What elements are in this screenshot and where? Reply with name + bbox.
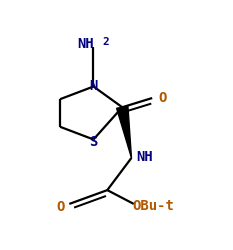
Text: N: N <box>89 79 98 93</box>
Text: NH: NH <box>136 149 153 163</box>
Text: NH: NH <box>77 36 94 51</box>
Text: OBu-t: OBu-t <box>132 198 174 212</box>
Polygon shape <box>116 107 131 158</box>
Text: 2: 2 <box>103 37 110 47</box>
Text: S: S <box>89 134 98 148</box>
Text: O: O <box>56 200 65 213</box>
Text: O: O <box>158 90 167 104</box>
